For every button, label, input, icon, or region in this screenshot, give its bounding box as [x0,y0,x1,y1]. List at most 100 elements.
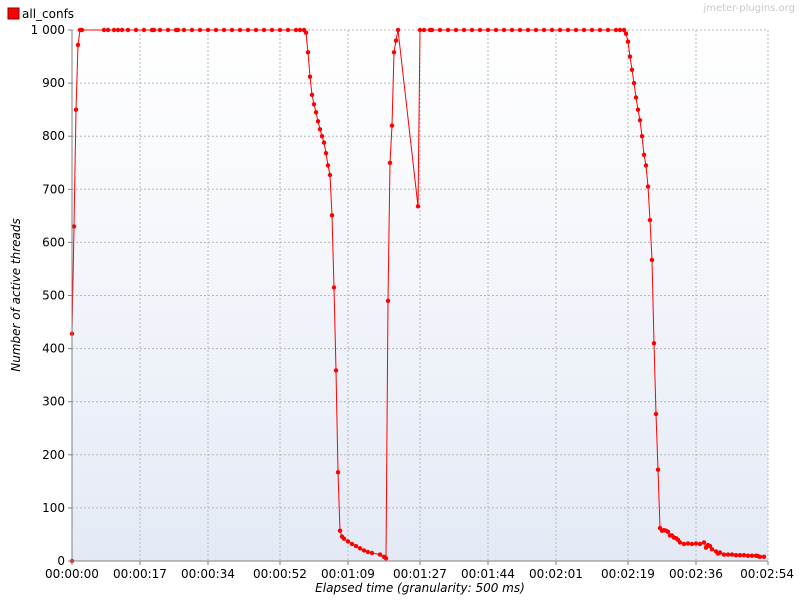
data-point [633,95,639,100]
data-point [383,556,389,561]
y-tick-label: 800 [42,129,65,143]
data-point [73,107,79,112]
data-point [749,553,755,558]
x-axis-title: Elapsed time (granularity: 500 ms) [315,581,525,595]
data-point [323,151,329,156]
y-tick-label: 600 [42,235,65,249]
data-point [181,27,187,33]
data-point [741,553,747,558]
data-point [689,541,695,547]
data-point [71,224,77,229]
data-point [165,27,171,33]
data-point [445,27,451,33]
data-point [733,553,739,558]
data-point [665,529,671,534]
data-point [581,27,587,33]
data-point [641,152,647,157]
y-tick-label: 300 [42,395,65,409]
data-point [613,27,619,33]
data-point [189,27,195,33]
data-point [197,27,203,33]
data-point [617,27,623,33]
data-point [319,134,325,139]
data-point [385,298,391,303]
data-point [681,541,687,547]
data-point [737,553,743,558]
x-tick-label: 00:02:54 [740,567,794,581]
data-point [637,118,643,123]
data-point [297,27,303,33]
data-point [477,27,483,33]
data-point [757,554,763,559]
y-tick-labels: 0 100 200 300 400 500 600 700 800 900 1 000 [31,23,65,568]
x-tick-label: 00:01:09 [321,567,375,581]
data-point [293,27,299,33]
data-point [125,27,131,33]
y-tick-label: 900 [42,76,65,90]
data-point [621,27,627,33]
data-point [415,204,421,209]
axes [68,29,769,565]
data-point [707,543,713,549]
data-point [697,541,703,547]
data-point [453,27,459,33]
data-point [655,467,661,472]
data-point [525,27,531,33]
data-point [311,102,317,107]
data-point [709,547,715,552]
data-point [387,160,393,165]
data-point [605,27,611,33]
data-point [693,541,699,546]
data-point [389,123,395,128]
x-tick-label: 00:02:01 [529,567,583,581]
x-tick-label: 00:02:36 [669,567,723,581]
legend-label: all_confs [22,7,74,21]
data-point [101,27,107,33]
data-point [175,27,181,33]
data-point [761,554,767,559]
data-point [331,285,337,290]
y-tick-label: 200 [42,448,65,462]
data-point [509,27,515,33]
data-point [325,163,331,168]
data-point [337,528,343,533]
data-point [557,27,563,33]
x-tick-label: 00:00:52 [253,567,307,581]
data-point [345,539,351,544]
data-point [321,140,327,145]
data-point [651,341,657,346]
data-point [625,39,631,44]
data-point [303,30,309,35]
data-point [549,27,555,33]
data-point [315,119,321,124]
data-point [647,217,653,223]
x-tick-label: 00:01:44 [461,567,515,581]
data-point [261,27,267,33]
data-point [307,74,313,79]
data-point [745,553,751,558]
data-point [417,27,423,33]
data-point [631,80,637,86]
data-point [649,257,655,263]
data-point [269,27,275,33]
data-point [421,27,427,33]
data-point [627,54,633,59]
data-point [221,27,227,33]
data-point [701,540,707,545]
data-point [393,38,399,43]
data-point [313,110,319,115]
data-point [141,27,147,33]
data-point [133,27,139,33]
y-tick-label: 500 [42,289,65,303]
data-point [111,27,117,33]
data-point [309,92,315,98]
data-point [237,27,243,33]
data-point [317,127,323,132]
data-point [485,27,491,33]
data-point [573,27,579,33]
data-point [635,107,641,112]
legend: all_confs [7,7,74,21]
x-tick-label: 00:01:27 [393,567,447,581]
